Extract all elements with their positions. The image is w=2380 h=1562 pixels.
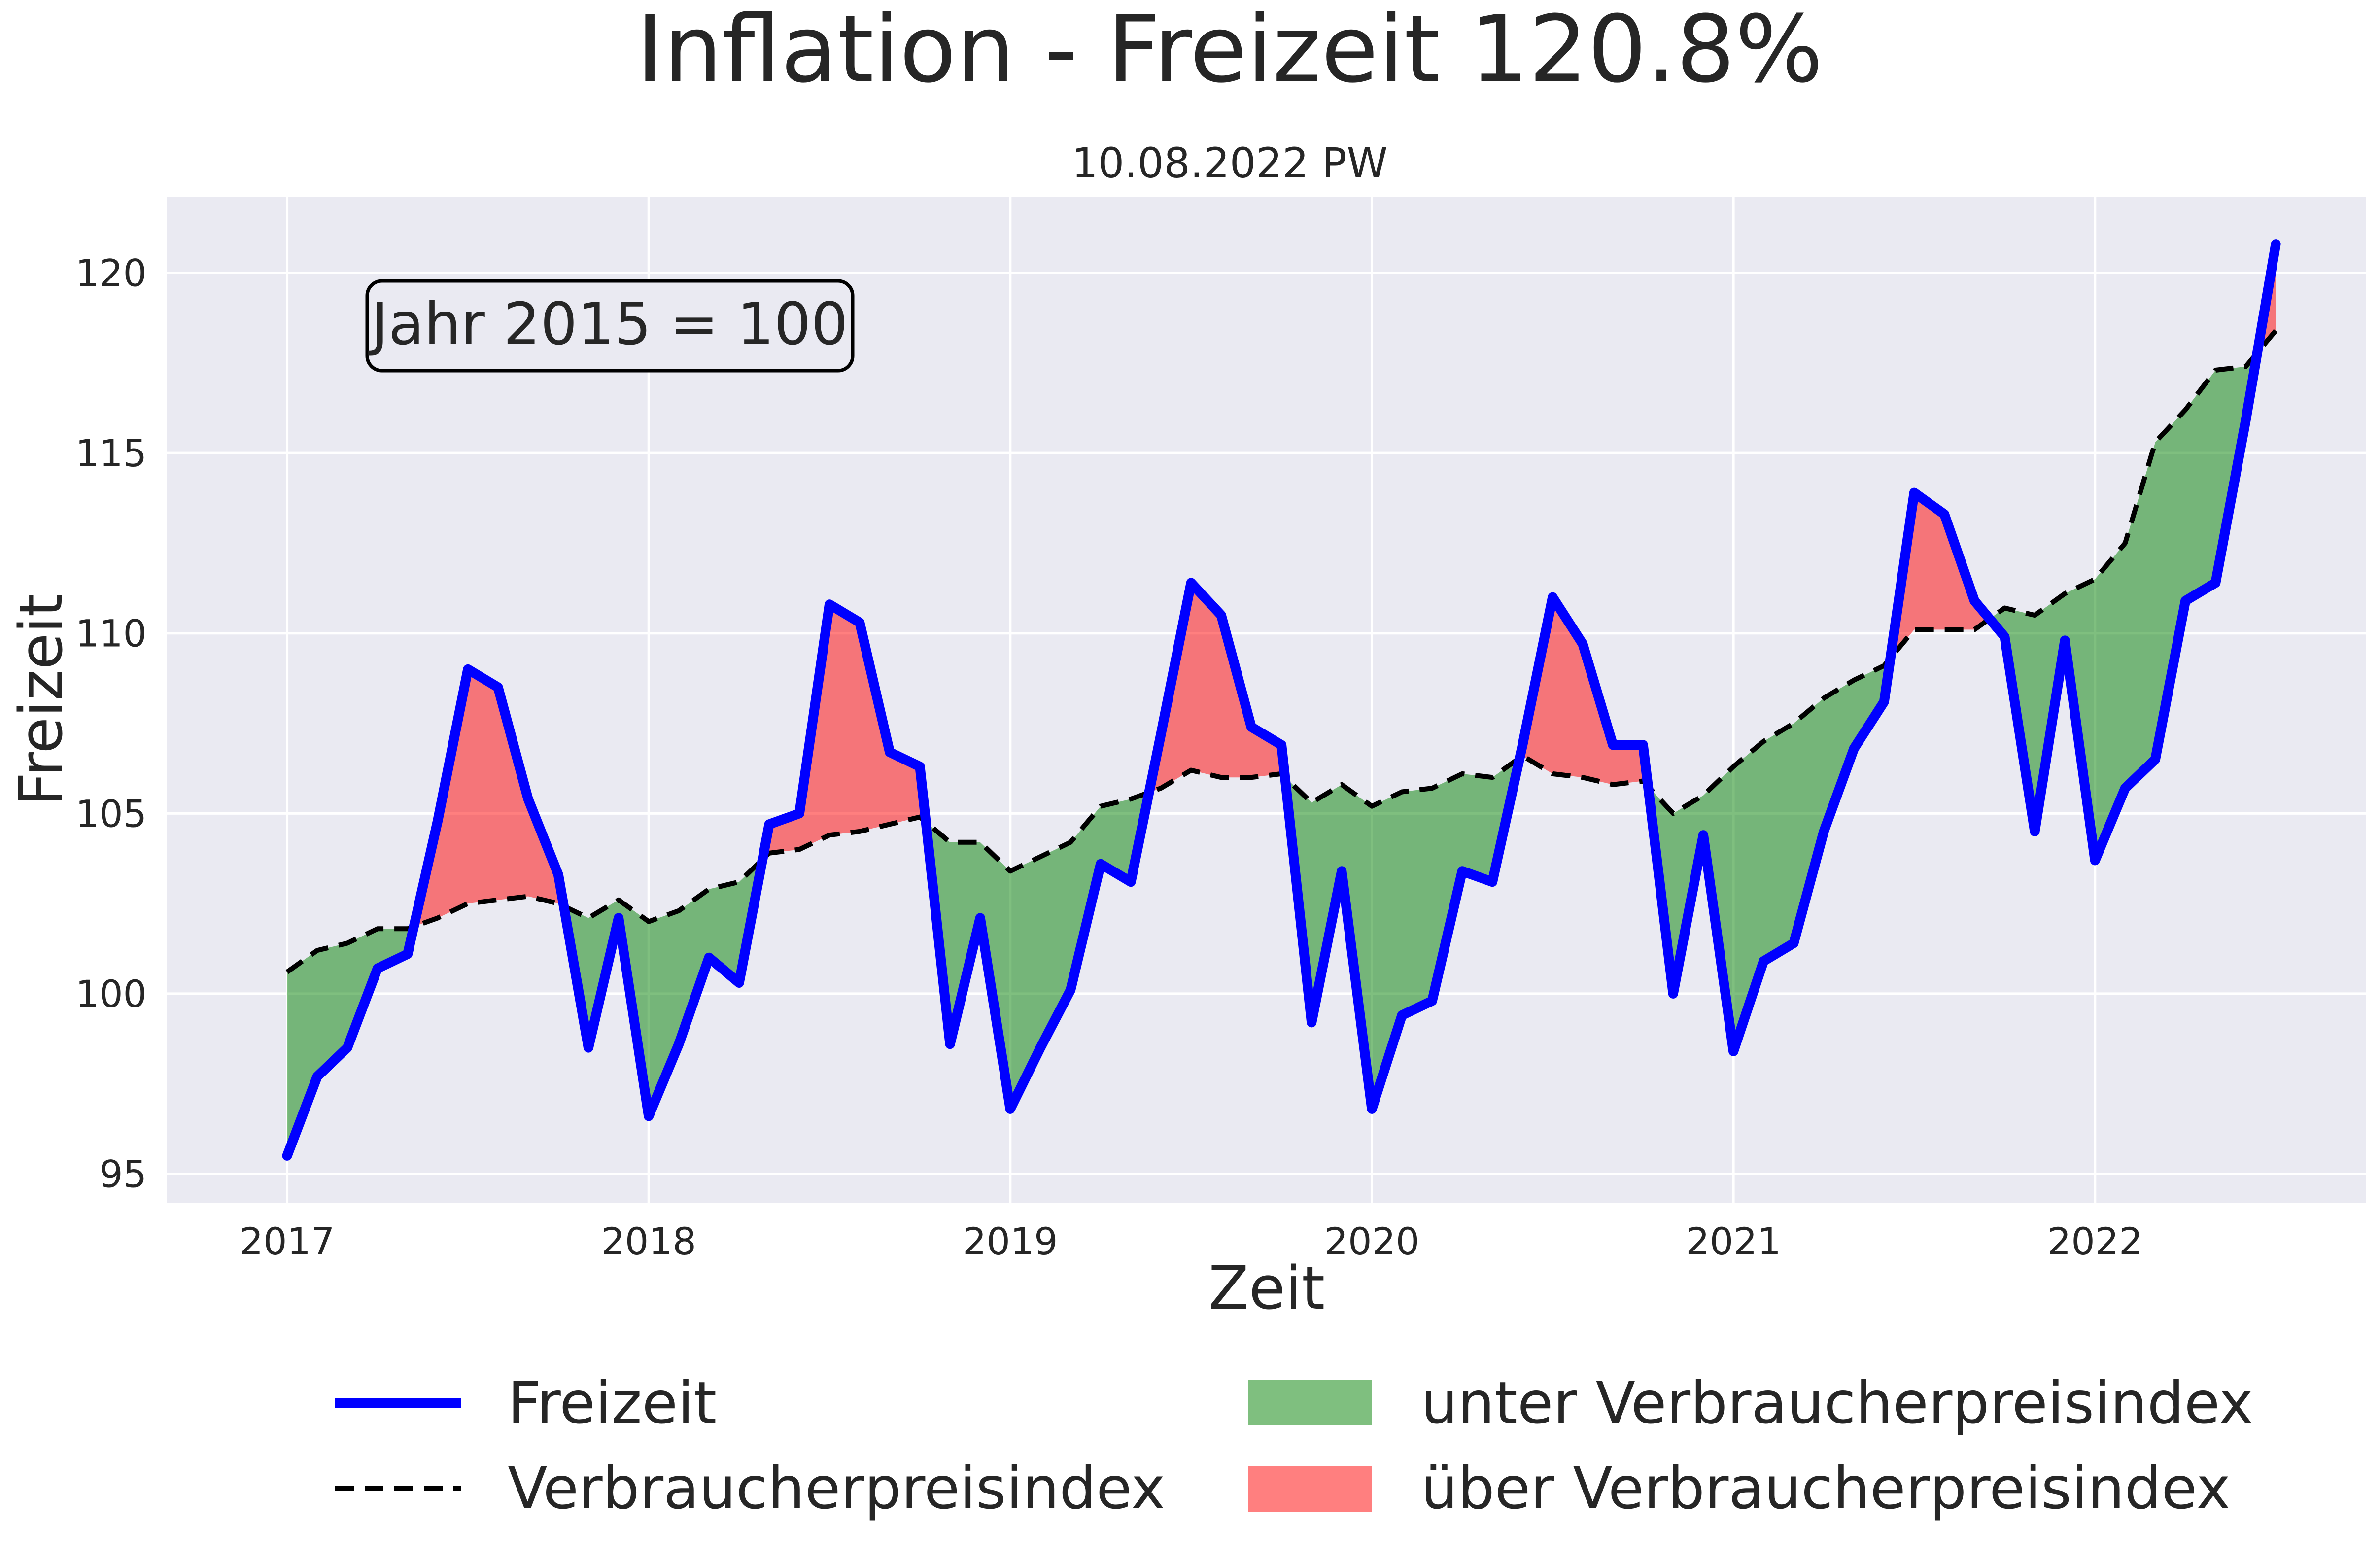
y-tick-label: 105 (75, 792, 147, 835)
fill-region-unter (287, 926, 414, 1156)
y-axis-label: Freizeit (7, 593, 76, 806)
x-tick-label: 2021 (1686, 1219, 1781, 1263)
legend-label-freizeit: Freizeit (508, 1369, 717, 1437)
chart-subtitle: 10.08.2022 PW (1071, 139, 1387, 187)
legend-item-unter: unter Verbraucherpreisindex (1248, 1369, 2253, 1437)
x-tick-label: 2017 (240, 1219, 335, 1263)
fill-region-unter (926, 792, 1149, 1109)
annotation-text: Jahr 2015 = 100 (368, 290, 848, 358)
x-axis-label: Zeit (1208, 1254, 1325, 1323)
fill-region-ueber (1890, 492, 1990, 659)
legend: Freizeit Verbraucherpreisindex unter Ver… (335, 1369, 2253, 1522)
series-line-freizeit (282, 239, 2281, 1161)
y-tick-label: 95 (99, 1152, 147, 1196)
legend-label-ueber: über Verbraucherpreisindex (1421, 1454, 2231, 1522)
legend-item-verbraucherpreisindex: Verbraucherpreisindex (335, 1454, 1165, 1522)
fill-region-unter (1285, 758, 1520, 1109)
fill-region-ueber (414, 669, 564, 927)
data-lines (282, 239, 2281, 1161)
annotation-box: Jahr 2015 = 100 (365, 279, 855, 373)
legend-item-ueber: über Verbraucherpreisindex (1248, 1454, 2231, 1522)
x-tick-label: 2020 (1324, 1219, 1419, 1263)
x-tick-label: 2018 (601, 1219, 696, 1263)
y-tick-labels: 95 100 105 110 115 120 (75, 251, 147, 1196)
x-tick-label: 2022 (2047, 1219, 2142, 1263)
legend-item-freizeit: Freizeit (335, 1369, 717, 1437)
fill-region-ueber (1519, 597, 1648, 787)
fill-region-unter (1648, 658, 1891, 1051)
y-tick-label: 120 (75, 251, 147, 295)
legend-swatch-unter (1248, 1380, 1372, 1425)
x-tick-label: 2019 (963, 1219, 1058, 1263)
legend-label-verbraucherpreisindex: Verbraucherpreisindex (508, 1454, 1165, 1522)
legend-label-unter: unter Verbraucherpreisindex (1421, 1369, 2253, 1437)
y-tick-label: 115 (75, 431, 147, 475)
legend-swatch-ueber (1248, 1466, 1372, 1512)
y-tick-label: 110 (75, 612, 147, 656)
fill-region-unter (1989, 352, 2257, 861)
y-tick-label: 100 (75, 972, 147, 1016)
chart-title: Inflation - Freizeit 120.8% (636, 0, 1823, 104)
x-tick-labels: 2017 2018 2019 2020 2021 2022 (240, 1219, 2143, 1263)
fill-regions (287, 244, 2276, 1156)
